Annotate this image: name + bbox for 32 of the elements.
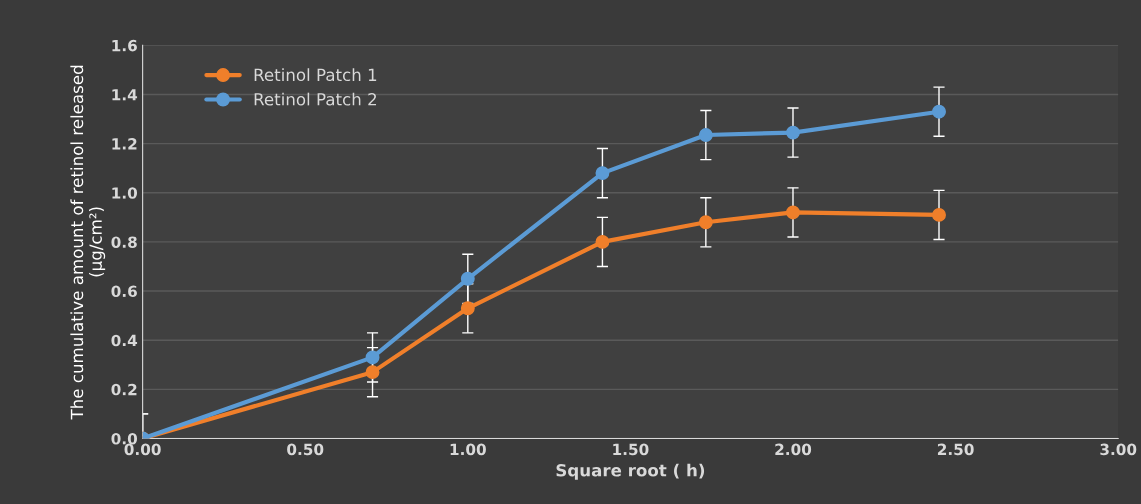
x-tick-label: 2.50 bbox=[937, 443, 974, 456]
point bbox=[595, 166, 610, 181]
y-tick-label: 0.0 bbox=[111, 432, 138, 445]
point bbox=[460, 271, 475, 286]
point bbox=[932, 207, 946, 222]
y-tick-label: 0.2 bbox=[111, 383, 137, 396]
y-tick-label: 0.4 bbox=[111, 334, 138, 347]
y-tick-label: 0.6 bbox=[111, 285, 137, 298]
x-tick-label: 1.00 bbox=[450, 443, 486, 456]
x-tick-label: 0.00 bbox=[124, 443, 161, 456]
point bbox=[595, 234, 610, 249]
x-tick-label: 3.00 bbox=[1100, 443, 1137, 456]
legend-label: Retinol Patch 1 bbox=[254, 68, 377, 82]
y-tick-label: 1.6 bbox=[112, 39, 137, 52]
x-tick-label: 0.50 bbox=[287, 443, 324, 456]
y-tick-label: 1.0 bbox=[112, 187, 138, 199]
point bbox=[698, 215, 713, 230]
point bbox=[786, 125, 800, 140]
x-tick-label: 1.50 bbox=[613, 443, 649, 456]
x-tick-label: 2.00 bbox=[775, 443, 812, 456]
point bbox=[365, 350, 380, 365]
point bbox=[698, 128, 713, 142]
y-tick-label: 0.8 bbox=[111, 236, 137, 248]
point bbox=[932, 104, 946, 119]
point bbox=[365, 365, 380, 380]
y-tick-label: 1.4 bbox=[112, 89, 138, 101]
point bbox=[460, 301, 475, 316]
legend-label: Retinol Patch 2 bbox=[254, 92, 377, 106]
point bbox=[786, 205, 800, 220]
x-axis-title: Square root ( h) bbox=[556, 463, 705, 480]
y-axis-title: The cumulative amount of retinol released (µg/cm²) bbox=[70, 65, 106, 420]
y-tick-label: 1.2 bbox=[112, 138, 137, 150]
